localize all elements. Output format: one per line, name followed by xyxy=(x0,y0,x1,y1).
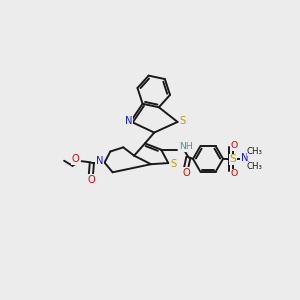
Text: CH₃: CH₃ xyxy=(247,163,263,172)
Text: N: N xyxy=(241,153,248,163)
Text: NH: NH xyxy=(180,142,194,152)
Text: N: N xyxy=(125,116,133,126)
Text: S: S xyxy=(230,154,236,164)
Text: CH₃: CH₃ xyxy=(247,147,263,156)
Text: S: S xyxy=(179,116,186,127)
Text: S: S xyxy=(170,159,176,169)
Text: O: O xyxy=(231,169,238,178)
Text: O: O xyxy=(231,142,238,151)
Text: O: O xyxy=(182,168,190,178)
Text: O: O xyxy=(88,175,95,185)
Text: O: O xyxy=(72,154,80,164)
Text: N: N xyxy=(96,156,103,166)
